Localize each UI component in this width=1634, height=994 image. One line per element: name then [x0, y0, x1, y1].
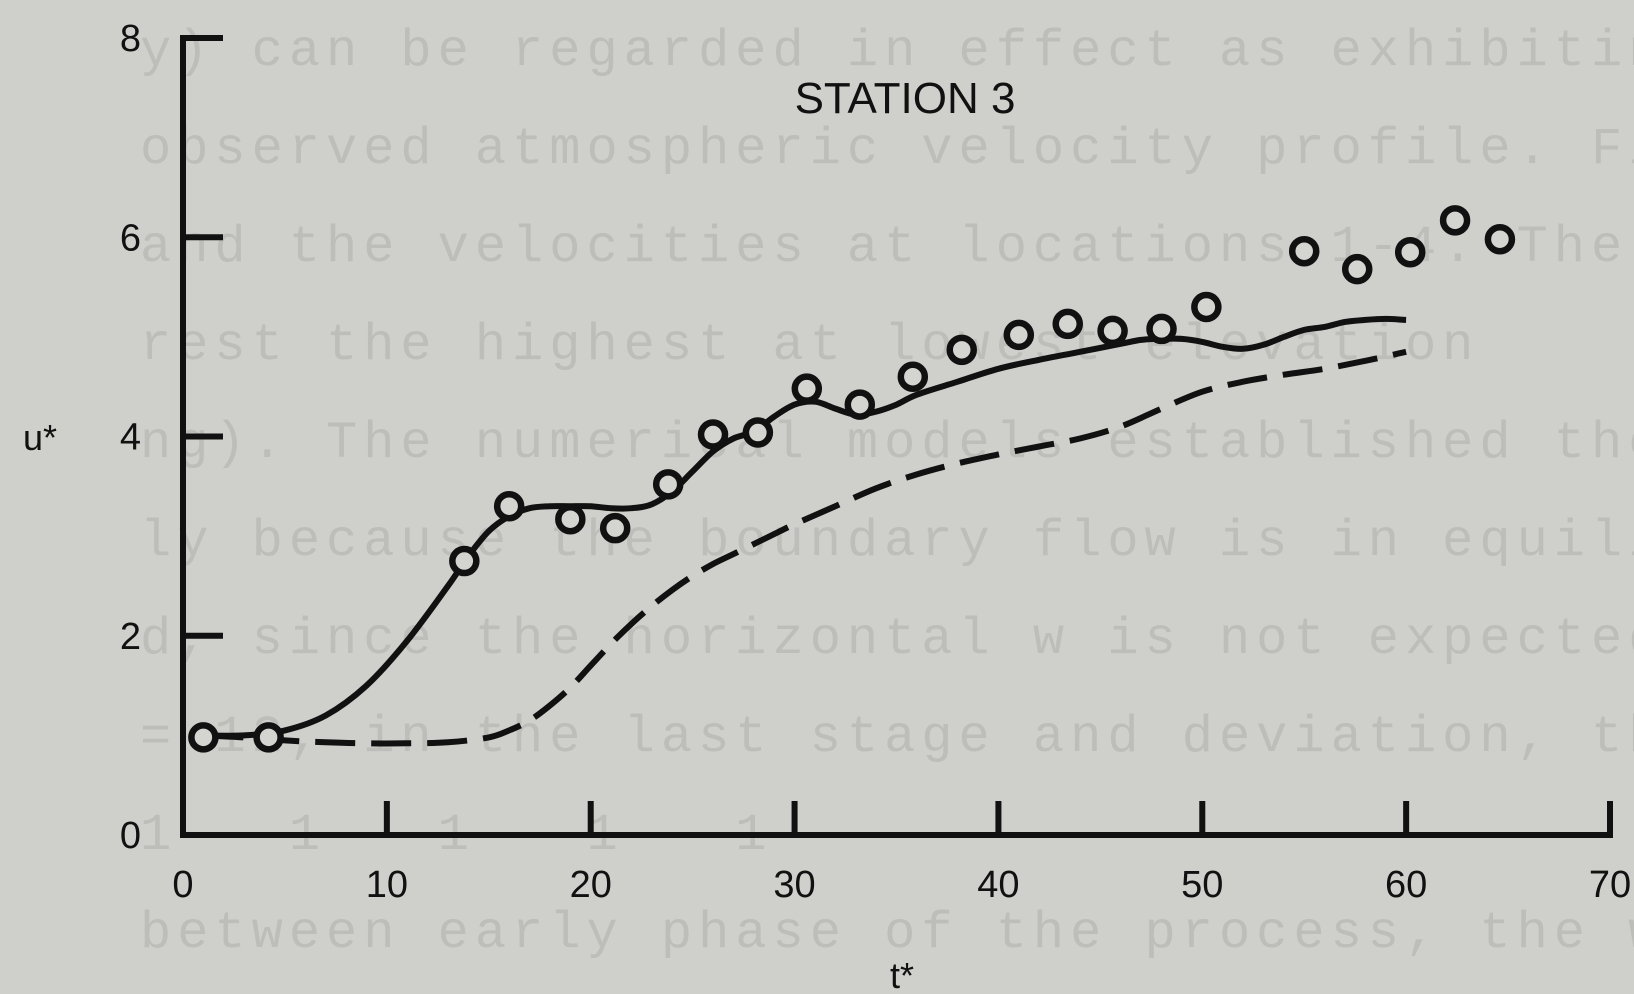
y-ticks: 0 2 4 6 8: [120, 18, 223, 857]
x-tick-label: 50: [1181, 864, 1223, 906]
data-point-marker: [1341, 253, 1373, 285]
background-text-line: d, since the horizontal w is not expecte…: [140, 610, 1634, 669]
x-tick-label: 70: [1589, 864, 1631, 906]
data-point-marker: [188, 722, 219, 753]
y-tick-label: 0: [120, 815, 141, 857]
data-point-marker: [946, 334, 977, 366]
x-ticks: 0 10 20 30 40 50 60 70: [172, 801, 1631, 906]
series-dashed-line: [203, 348, 1407, 747]
data-point-marker: [1052, 308, 1083, 340]
y-tick-label: 6: [120, 217, 141, 259]
plot-area: 0 10 20 30 40 50 60 70 0 2 4 6 8 STATION 3 t* u*: [23, 18, 1631, 994]
data-point-marker: [1191, 291, 1222, 323]
y-tick-label: 2: [120, 616, 141, 658]
data-point-marker: [1394, 236, 1426, 268]
data-point-marker: [1288, 235, 1320, 267]
background-text-line: and the velocities at locations 1-4. The…: [140, 218, 1634, 277]
data-point-marker: [652, 469, 684, 500]
y-axis-label: u*: [23, 417, 57, 458]
data-point-marker: [791, 373, 823, 404]
data-point-marker: [599, 512, 631, 544]
y-tick-label: 4: [120, 417, 141, 459]
background-text-line: ng). The numerical models established th…: [140, 414, 1634, 473]
data-point-marker: [253, 722, 284, 753]
y-tick-label: 8: [120, 18, 141, 60]
data-point-marker: [844, 389, 876, 420]
x-tick-label: 40: [977, 864, 1019, 906]
data-point-marker: [897, 361, 929, 392]
background-text-line: rest the highest at lowest elevation: [140, 316, 1479, 375]
chart-title: STATION 3: [795, 74, 1016, 123]
x-tick-label: 20: [570, 864, 612, 906]
data-point-marker: [555, 503, 586, 535]
x-tick-label: 10: [366, 864, 408, 906]
background-text-line: = 12, in the last stage and deviation, t…: [140, 708, 1634, 767]
background-text-line: between early phase of the process, the …: [140, 904, 1634, 963]
series-solid-line: [203, 315, 1407, 739]
data-point-marker: [697, 419, 729, 450]
data-point-marker: [1439, 205, 1471, 236]
x-tick-label: 0: [172, 864, 193, 906]
x-tick-label: 30: [773, 864, 815, 906]
data-point-marker: [449, 545, 480, 577]
x-tick-label: 60: [1385, 864, 1427, 906]
show-through-text: y) can be regarded in effect as exhibiti…: [140, 22, 1634, 963]
series-markers: [188, 205, 1516, 753]
data-point-marker: [1003, 319, 1035, 351]
x-axis-label: t*: [890, 955, 914, 994]
data-point-marker: [742, 417, 774, 448]
background-text-line: ly because the boundary flow is in equil…: [140, 512, 1634, 571]
data-point-marker: [1484, 223, 1516, 255]
data-point-marker: [493, 490, 525, 522]
data-point-marker: [1097, 315, 1128, 347]
data-point-marker: [1146, 313, 1177, 345]
background-text-line: y) can be regarded in effect as exhibiti…: [140, 22, 1634, 81]
background-text-line: observed atmospheric velocity profile. F…: [140, 120, 1634, 179]
